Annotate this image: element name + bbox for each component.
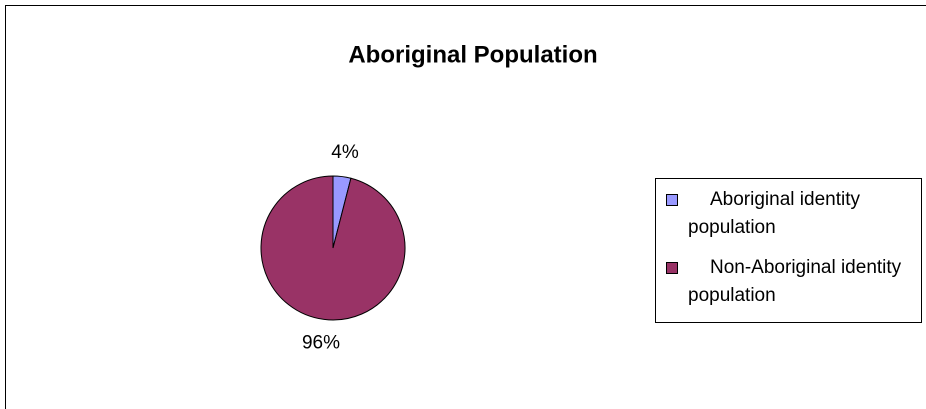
legend-label: Aboriginal identity population	[688, 189, 860, 238]
legend-marker	[666, 262, 678, 274]
legend-box	[655, 178, 922, 323]
legend-marker	[666, 194, 678, 206]
legend-label: Non-Aboriginal identity population	[688, 257, 902, 306]
data-label: 4%	[331, 142, 359, 163]
pie-slice	[260, 175, 406, 321]
data-label: 96%	[302, 332, 340, 353]
chart-title: Aboriginal Population	[348, 41, 597, 68]
